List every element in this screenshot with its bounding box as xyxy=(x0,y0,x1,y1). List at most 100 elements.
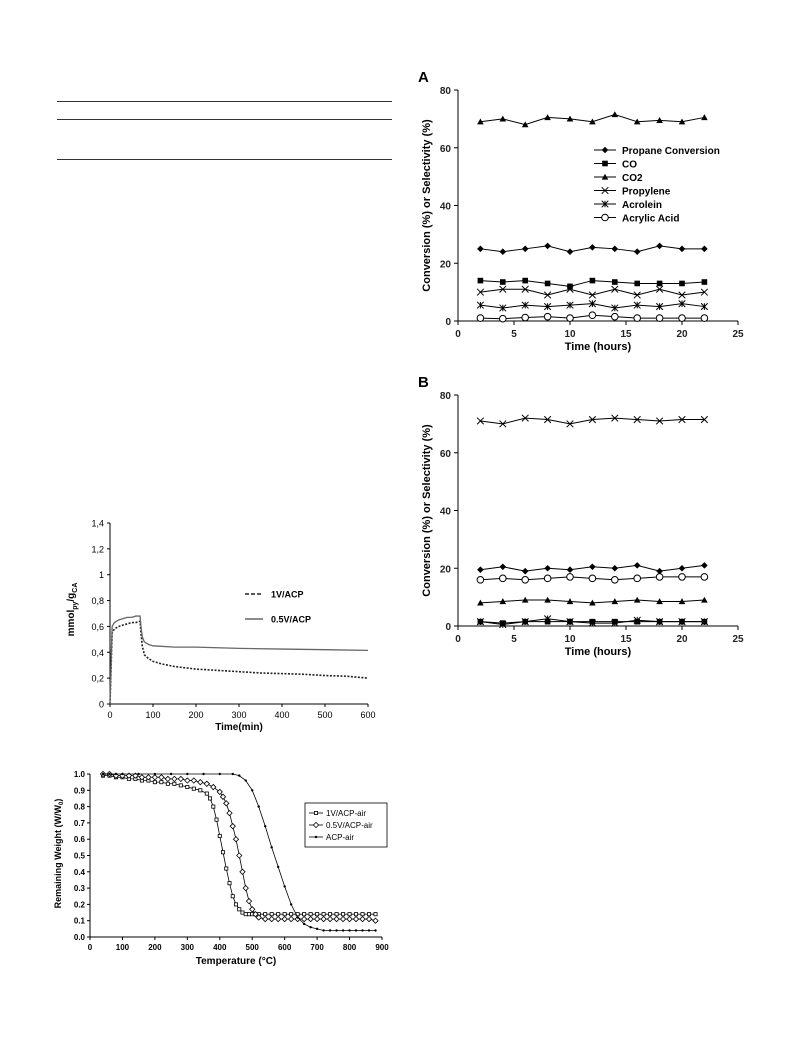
y-tick-label: 0.0 xyxy=(74,933,86,942)
data-point xyxy=(249,906,256,913)
panel-label: B xyxy=(418,374,429,391)
data-point xyxy=(302,912,307,917)
x-tick-label: 400 xyxy=(213,943,227,952)
data-point xyxy=(229,822,236,830)
data-point xyxy=(521,414,529,422)
data-point xyxy=(165,781,170,786)
legend-marker xyxy=(602,160,608,167)
data-point xyxy=(499,285,507,293)
data-point xyxy=(678,564,686,572)
data-point xyxy=(656,117,663,123)
y-label-part: ) xyxy=(53,799,63,802)
data-point xyxy=(476,576,485,584)
data-point xyxy=(270,846,273,849)
data-point xyxy=(257,805,260,808)
data-point xyxy=(169,772,173,776)
data-point xyxy=(499,598,507,605)
data-point xyxy=(223,800,230,807)
y-tick-label: 80 xyxy=(440,391,452,402)
data-point xyxy=(566,420,574,428)
x-axis-label: Temperature (°C) xyxy=(196,956,277,967)
data-point xyxy=(589,563,596,571)
x-tick-label: 15 xyxy=(620,634,632,645)
data-point xyxy=(315,912,320,917)
legend-marker xyxy=(601,200,609,208)
data-point xyxy=(633,596,641,603)
legend-label: ACP-air xyxy=(326,833,354,842)
data-point xyxy=(221,850,226,855)
data-point xyxy=(178,783,183,788)
table-top-rule xyxy=(57,101,392,102)
data-point xyxy=(700,288,709,296)
data-point xyxy=(611,304,619,312)
data-point xyxy=(236,852,243,859)
y-tick-label: 60 xyxy=(440,144,452,155)
y-tick-label: 40 xyxy=(440,507,452,518)
data-point xyxy=(566,598,574,605)
data-point xyxy=(276,912,281,917)
table-header-rule xyxy=(57,119,392,120)
y-tick-label: 80 xyxy=(440,86,452,97)
data-point xyxy=(544,596,551,603)
data-point xyxy=(190,777,197,784)
data-point xyxy=(700,415,709,424)
data-point xyxy=(372,917,379,924)
data-point xyxy=(477,245,484,253)
data-point xyxy=(296,916,299,919)
data-point xyxy=(477,277,484,284)
data-point xyxy=(348,929,351,932)
x-tick-label: 500 xyxy=(317,710,332,720)
data-point xyxy=(476,288,485,296)
data-point xyxy=(566,314,574,322)
data-point xyxy=(360,912,365,917)
data-point xyxy=(309,926,312,929)
data-point xyxy=(543,302,552,311)
x-axis-label: Time(min) xyxy=(215,722,263,733)
chart-panel-a: A 0 20 40 60 80 0 5 10 15 20 25 Time (hours) Conversi… xyxy=(418,69,744,353)
data-point xyxy=(294,915,301,923)
data-point xyxy=(521,576,529,584)
data-point xyxy=(633,616,641,624)
data-point xyxy=(262,915,269,923)
data-point xyxy=(321,912,326,917)
data-point xyxy=(588,291,597,299)
x-tick-label: 0 xyxy=(455,329,461,340)
data-point xyxy=(499,115,507,122)
data-point xyxy=(678,118,686,125)
legend-marker xyxy=(601,213,609,222)
legend-label: 1V/ACP-air xyxy=(326,809,366,818)
series-line xyxy=(102,773,376,931)
data-point xyxy=(202,772,205,776)
data-point xyxy=(521,285,529,293)
data-point xyxy=(354,912,359,917)
x-tick-label: 0 xyxy=(107,710,112,720)
data-point xyxy=(289,912,294,917)
data-point xyxy=(544,564,551,572)
data-point xyxy=(611,285,619,293)
data-point xyxy=(656,242,663,250)
x-tick-label: 25 xyxy=(732,634,744,645)
data-point xyxy=(347,912,352,917)
data-point xyxy=(655,573,664,581)
data-point xyxy=(224,866,229,871)
data-point xyxy=(566,301,574,309)
y-label-part: Remaining Weight (W/W xyxy=(53,805,63,909)
data-point xyxy=(171,775,178,783)
y-tick-label: 0,4 xyxy=(91,648,104,658)
legend-label: Propane Conversion xyxy=(622,146,720,157)
x-tick-label: 900 xyxy=(375,943,389,952)
legend-marker xyxy=(601,173,609,180)
y-tick-label: 1,2 xyxy=(91,544,104,554)
data-point xyxy=(544,242,551,250)
y-tick-label: 0.4 xyxy=(74,868,86,877)
data-point xyxy=(566,115,574,122)
x-tick-label: 200 xyxy=(148,943,162,952)
y-label-part: /g xyxy=(66,593,77,602)
y-tick-label: 0.8 xyxy=(74,803,86,812)
data-point xyxy=(477,566,484,573)
data-point xyxy=(566,248,574,255)
x-tick-label: 300 xyxy=(181,943,195,952)
data-point xyxy=(114,772,118,776)
data-point xyxy=(346,915,353,923)
chart-panel-b: B 0 20 40 60 80 0 5 10 15 20 25 Time (hours) Conversi… xyxy=(418,374,744,658)
